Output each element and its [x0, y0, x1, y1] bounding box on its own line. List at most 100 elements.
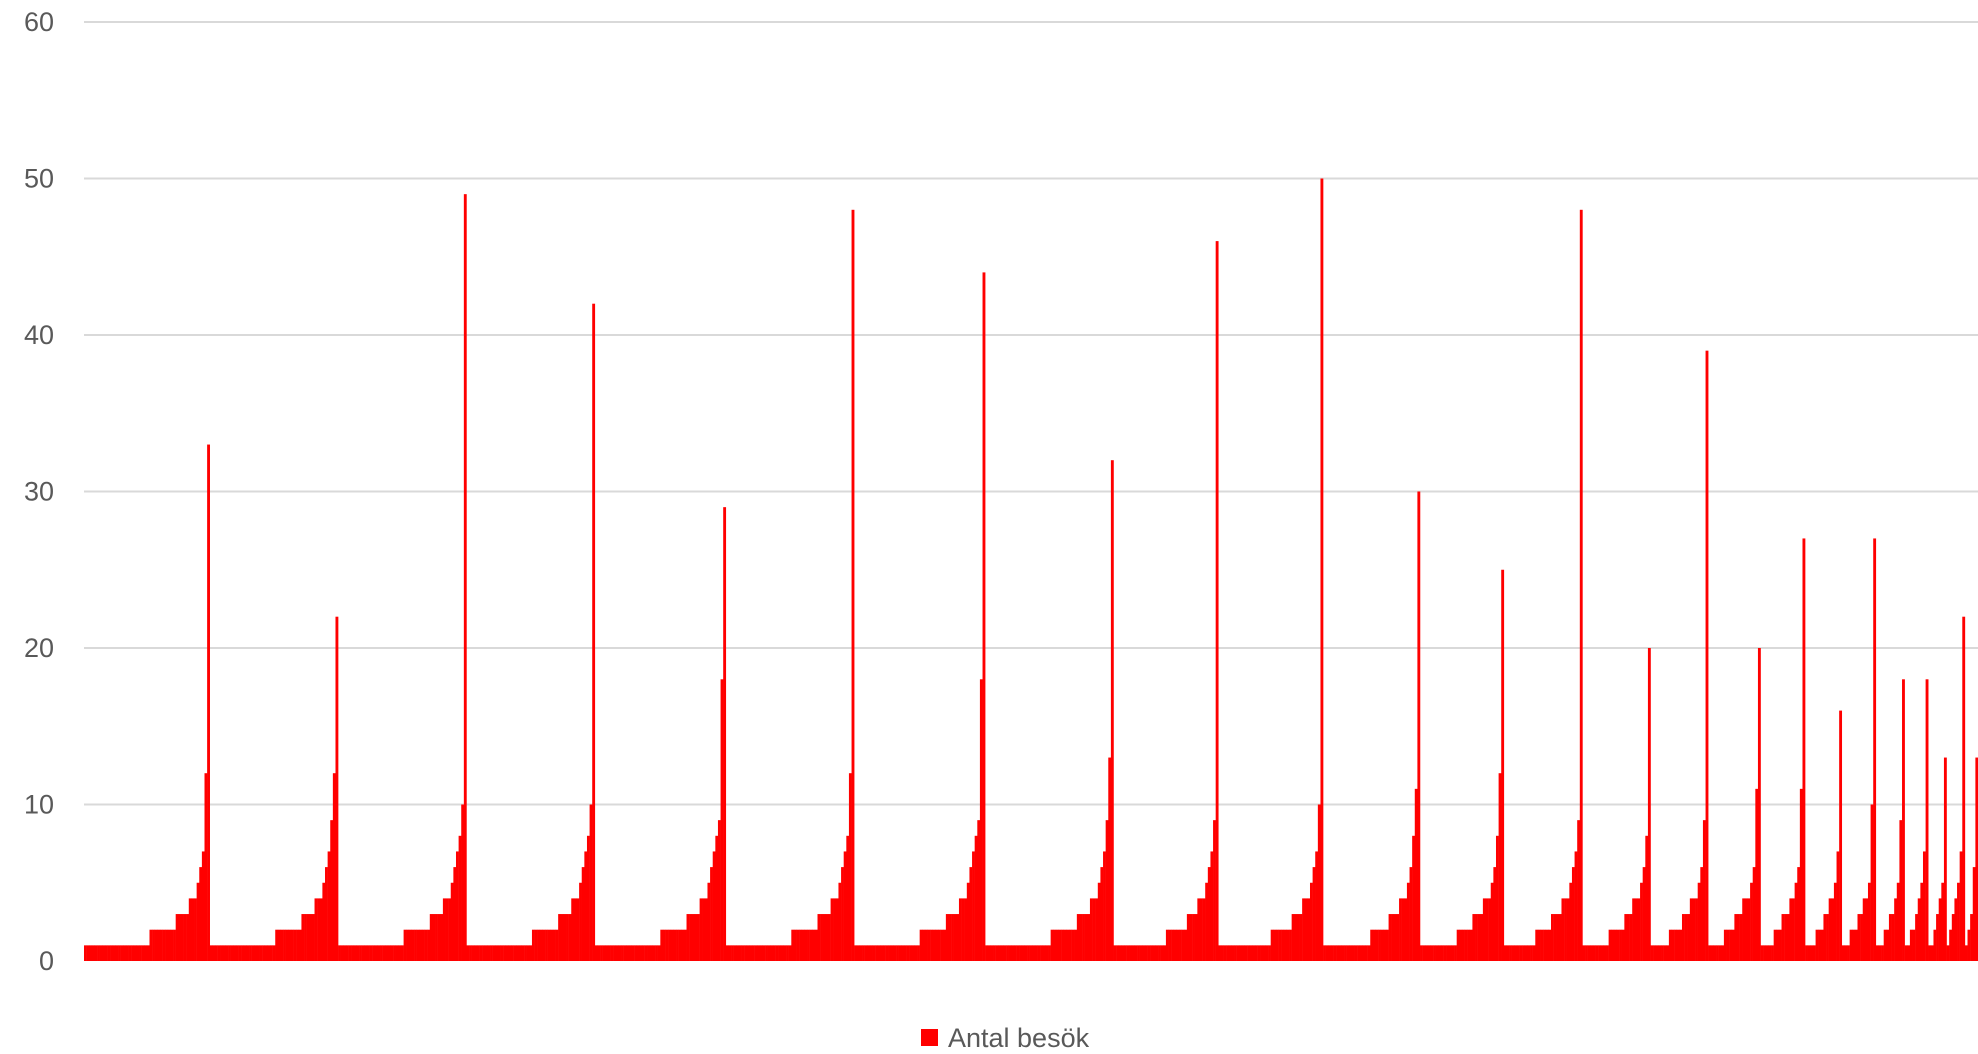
y-tick-label-0: 0	[39, 946, 54, 976]
bar-132	[429, 914, 433, 961]
bar-280	[817, 914, 821, 961]
bar-475	[1328, 945, 1332, 961]
bar-303	[877, 945, 881, 961]
bar-253	[746, 945, 750, 961]
bar-230	[686, 914, 690, 961]
bar-93	[327, 851, 331, 961]
bar-22	[141, 945, 145, 961]
bar-682	[1870, 804, 1874, 961]
bar-468	[1309, 882, 1313, 961]
bar-411	[1160, 945, 1164, 961]
bar-437	[1228, 945, 1232, 961]
bar-285	[830, 898, 834, 961]
bar-156	[492, 945, 496, 961]
bar-176	[545, 929, 548, 961]
bar-423	[1192, 914, 1195, 961]
bar-426	[1199, 898, 1203, 961]
bar-471	[1317, 804, 1321, 961]
bar-106	[361, 945, 365, 961]
bar-275	[804, 929, 808, 961]
bar-217	[652, 945, 656, 961]
bar-30	[162, 929, 166, 961]
bar-720	[1970, 914, 1974, 961]
bar-350	[1000, 945, 1004, 961]
bar-307	[888, 945, 892, 961]
bar-391	[1108, 757, 1112, 961]
bar-514	[1430, 945, 1434, 961]
bar-508	[1414, 788, 1418, 961]
bar-185	[568, 914, 572, 961]
bar-408	[1152, 945, 1156, 961]
bar-661	[1815, 929, 1819, 961]
bar-25	[149, 929, 153, 961]
bar-624	[1718, 945, 1722, 961]
bar-98	[340, 945, 344, 961]
bar-14	[120, 945, 124, 961]
bar-190	[581, 867, 585, 961]
bar-447	[1254, 945, 1258, 961]
bar-410	[1158, 945, 1161, 961]
bar-335	[961, 898, 965, 961]
bar-209	[631, 945, 635, 961]
bar-418	[1179, 929, 1182, 961]
bar-371	[1055, 929, 1059, 961]
bar-297	[862, 945, 865, 961]
bar-363	[1034, 945, 1038, 961]
bar-136	[440, 914, 444, 961]
bar-417	[1176, 929, 1180, 961]
bar-366	[1042, 945, 1046, 961]
bar-164	[513, 945, 517, 961]
bar-231	[689, 914, 693, 961]
bar-144	[461, 804, 465, 961]
bar-629	[1731, 929, 1735, 961]
bar-56	[230, 945, 234, 961]
bar-655	[1799, 788, 1803, 961]
bar-150	[476, 945, 480, 961]
bar-273	[799, 929, 803, 961]
bar-15	[123, 945, 127, 961]
bar-474	[1325, 945, 1329, 961]
bar-626	[1723, 929, 1727, 961]
bar-125	[411, 929, 415, 961]
bar-129	[421, 929, 425, 961]
bar-537	[1490, 882, 1494, 961]
bar-70	[267, 945, 271, 961]
bar-590	[1629, 914, 1633, 961]
bar-558	[1545, 929, 1549, 961]
bar-660	[1812, 945, 1816, 961]
bar-553	[1532, 945, 1536, 961]
bar-719	[1967, 929, 1971, 961]
bar-458	[1283, 929, 1287, 961]
bar-518	[1440, 945, 1444, 961]
bar-48	[209, 945, 213, 961]
bar-153	[484, 945, 488, 961]
bar-60	[241, 945, 245, 961]
bar-314	[906, 945, 910, 961]
bar-77	[285, 929, 289, 961]
bar-321	[924, 929, 928, 961]
bar-722	[1975, 757, 1978, 961]
bar-259	[762, 945, 766, 961]
bar-112	[377, 945, 381, 961]
bar-126	[414, 929, 417, 961]
bar-308	[890, 945, 894, 961]
bar-289	[841, 867, 844, 961]
bar-470	[1315, 851, 1319, 961]
bar-113	[380, 945, 383, 961]
bar-310	[896, 945, 899, 961]
bar-78	[288, 929, 292, 961]
bar-378	[1074, 929, 1078, 961]
bar-356	[1016, 945, 1020, 961]
bar-503	[1401, 898, 1405, 961]
bar-53	[222, 945, 226, 961]
bar-276	[807, 929, 810, 961]
bar-181	[558, 914, 562, 961]
bar-625	[1721, 945, 1725, 961]
bar-187	[573, 898, 577, 961]
bar-674	[1849, 929, 1853, 961]
bar-219	[657, 945, 661, 961]
bar-161	[505, 945, 509, 961]
bar-159	[500, 945, 504, 961]
bar-84	[304, 914, 307, 961]
bar-7	[102, 945, 106, 961]
